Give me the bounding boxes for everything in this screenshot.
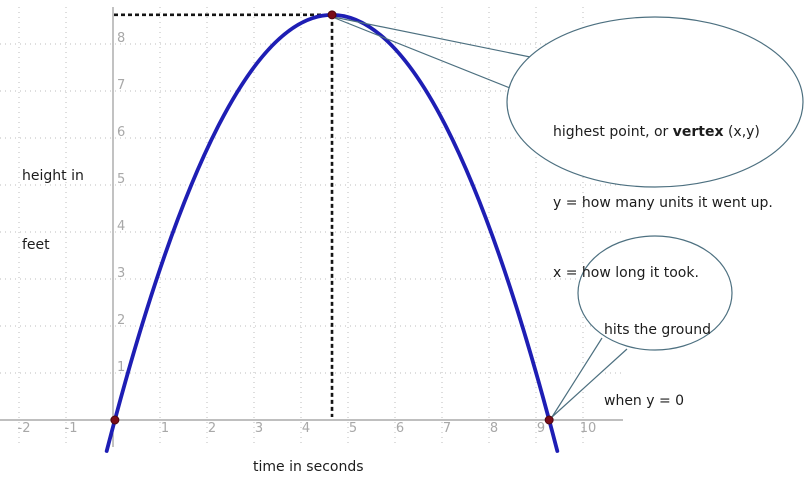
x-tick-label: 8 (490, 421, 498, 436)
ground-callout-bubble (577, 235, 733, 351)
x-tick-label: 5 (349, 421, 357, 436)
x-tick-label: 6 (396, 421, 404, 436)
ground-callout-line2: when y = 0 (604, 392, 685, 409)
y-tick-label: 6 (117, 125, 125, 140)
ground-callout-text: hits the ground when y = 0 (604, 272, 711, 460)
vertex-callout-bubble (506, 16, 804, 188)
vertex-callout-line1: highest point, or vertex (x,y) (553, 121, 773, 145)
x-tick-label: 1 (161, 421, 169, 436)
x-axis-title: time in seconds (253, 459, 364, 475)
y-axis-title: height in feet (22, 119, 84, 303)
y-tick-label: 8 (117, 31, 125, 46)
y-tick-label: 2 (117, 313, 125, 328)
vertex-callout-line2: y = how many units it went up. (553, 194, 773, 211)
y-tick-label: 7 (117, 78, 125, 93)
x-tick-label: 10 (580, 421, 597, 436)
x-tick-label: 4 (302, 421, 310, 436)
vertex-callout-line1-bold: vertex (672, 124, 724, 140)
vertex-callout-line3: x = how long it took. (553, 265, 699, 281)
vertex-callout-line1-prefix: highest point, or (553, 124, 673, 140)
x-tick-label: 9 (537, 421, 545, 436)
vertex-callout-tail-line (330, 15, 546, 61)
ground-callout-line1: hits the ground (604, 322, 711, 338)
x-tick-label: 7 (443, 421, 451, 436)
y-axis-title-line1: height in (22, 168, 84, 184)
landing-root-point (544, 415, 554, 425)
y-tick-label: 1 (117, 360, 125, 375)
y-tick-label: 5 (117, 172, 125, 187)
launch-root-point (110, 415, 120, 425)
vertex-callout-tail-line (330, 15, 521, 93)
vertex-callout-text: highest point, or vertex (x,y) y = how m… (553, 74, 773, 333)
x-tick-label: -1 (65, 421, 78, 436)
vertex-point (327, 10, 337, 20)
y-axis-title-line2: feet (22, 237, 50, 253)
x-tick-label: -2 (18, 421, 31, 436)
x-tick-label: 3 (255, 421, 263, 436)
vertex-callout-line1-suffix: (x,y) (723, 124, 760, 140)
x-tick-label: 2 (208, 421, 216, 436)
y-tick-label: 4 (117, 219, 125, 234)
y-tick-label: 3 (117, 266, 125, 281)
